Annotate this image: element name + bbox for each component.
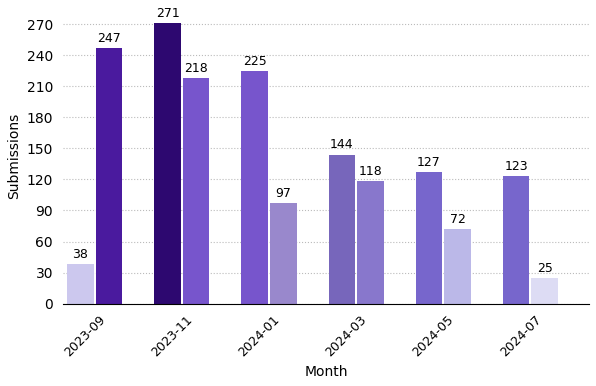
Text: 118: 118 (358, 165, 382, 178)
Bar (444, 229, 471, 304)
Bar (67, 264, 94, 304)
Text: 38: 38 (73, 248, 88, 261)
Text: 144: 144 (330, 139, 353, 151)
Text: 218: 218 (184, 62, 208, 75)
Bar (357, 181, 384, 304)
Bar (241, 71, 268, 304)
Bar (531, 278, 558, 304)
X-axis label: Month: Month (304, 365, 347, 379)
Bar (95, 48, 122, 304)
Bar (415, 172, 442, 304)
Text: 127: 127 (417, 156, 441, 169)
Text: 72: 72 (449, 213, 465, 226)
Text: 123: 123 (504, 160, 528, 173)
Bar (154, 23, 181, 304)
Text: 97: 97 (275, 187, 291, 200)
Text: 25: 25 (536, 262, 552, 275)
Text: 271: 271 (156, 7, 179, 20)
Bar (270, 203, 297, 304)
Text: 247: 247 (97, 32, 121, 45)
Bar (328, 154, 355, 304)
Y-axis label: Submissions: Submissions (7, 113, 21, 199)
Bar (503, 176, 529, 304)
Bar (183, 78, 209, 304)
Text: 225: 225 (243, 54, 266, 68)
